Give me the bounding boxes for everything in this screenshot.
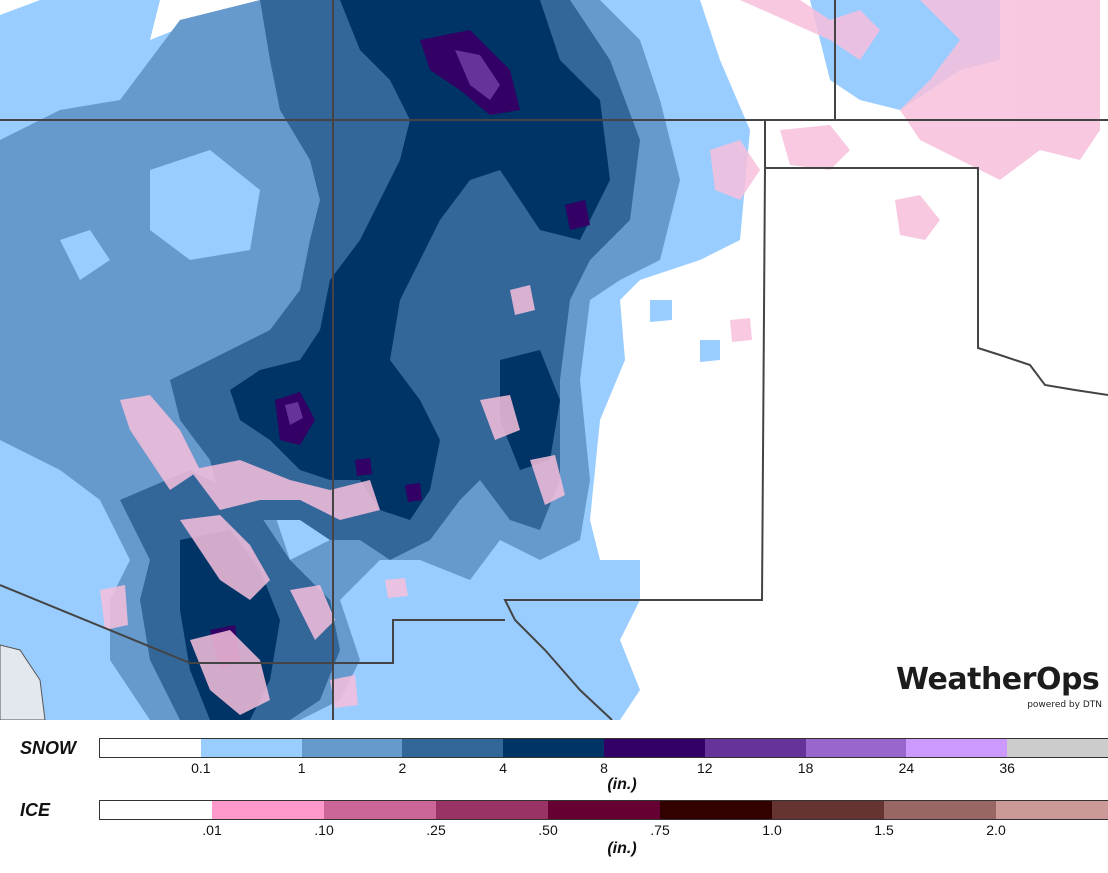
snow-swatch-2 bbox=[301, 739, 403, 757]
state-boundaries bbox=[0, 0, 1108, 720]
snow-color-bar bbox=[99, 738, 1108, 758]
snow-swatch-9 bbox=[1007, 739, 1108, 757]
snow-12-layer bbox=[285, 50, 500, 425]
snow-tick-label: 18 bbox=[797, 760, 814, 776]
snow-swatch-7 bbox=[805, 739, 907, 757]
precip-map bbox=[0, 0, 1108, 720]
ice-color-bar bbox=[99, 800, 1108, 820]
ice-tick-label: .25 bbox=[426, 822, 446, 838]
logo-subtitle: powered by DTN bbox=[1027, 700, 1102, 710]
snow-tick-label: 4 bbox=[499, 760, 508, 776]
ice-swatch-4 bbox=[548, 801, 660, 819]
ice-tick-label: .75 bbox=[650, 822, 670, 838]
snow-legend: SNOW 0.1 1 2 4 8 12 18 24 36 (in.) bbox=[0, 730, 1108, 800]
snow-tick-label: 36 bbox=[999, 760, 1015, 776]
snow-swatch-6 bbox=[704, 739, 806, 757]
ice-swatch-6 bbox=[772, 801, 884, 819]
ice-legend: ICE .01 .10 .25 .50 .75 1.0 1.5 2.0 (in.) bbox=[0, 792, 1108, 867]
ice-tick-label: .50 bbox=[538, 822, 558, 838]
ice-legend-title: ICE bbox=[20, 800, 51, 820]
ice-swatch-1 bbox=[212, 801, 324, 819]
ice-tick-label: 2.0 bbox=[986, 822, 1006, 838]
snow-tick-label: 1 bbox=[297, 760, 306, 776]
ice-tick-label: 1.5 bbox=[874, 822, 894, 838]
ice-swatch-7 bbox=[884, 801, 996, 819]
logo-wordmark: WeatherOps bbox=[896, 662, 1100, 697]
snow-swatch-1 bbox=[200, 739, 302, 757]
ice-swatch-0 bbox=[100, 801, 212, 819]
snow-swatch-0 bbox=[100, 739, 201, 757]
mexico-region bbox=[0, 644, 46, 720]
ice-tick-label: .01 bbox=[202, 822, 222, 838]
ice-tick-label: .10 bbox=[314, 822, 334, 838]
snow-tick-label: 12 bbox=[697, 760, 713, 776]
ice-swatch-2 bbox=[324, 801, 436, 819]
weatherops-logo: WeatherOps powered by DTN bbox=[896, 662, 1106, 714]
ice-swatch-3 bbox=[436, 801, 548, 819]
ice-swatch-8 bbox=[996, 801, 1108, 819]
snow-swatch-4 bbox=[503, 739, 604, 757]
snow-legend-title: SNOW bbox=[20, 738, 76, 758]
ice-tick-label: 1.0 bbox=[762, 822, 782, 838]
snow-tick-label: 24 bbox=[898, 760, 915, 776]
snow-swatch-3 bbox=[402, 739, 504, 757]
ice-swatch-5 bbox=[660, 801, 772, 819]
snow-tick-label: 8 bbox=[600, 760, 608, 776]
snow-unit-label: (in.) bbox=[607, 776, 637, 793]
snow-swatch-5 bbox=[603, 739, 705, 757]
snow-tick-label: 2 bbox=[398, 760, 407, 776]
map-canvas bbox=[0, 0, 1108, 720]
snow-tick-label: 0.1 bbox=[191, 760, 211, 776]
ice-unit-label: (in.) bbox=[607, 840, 637, 857]
snow-swatch-8 bbox=[906, 739, 1008, 757]
